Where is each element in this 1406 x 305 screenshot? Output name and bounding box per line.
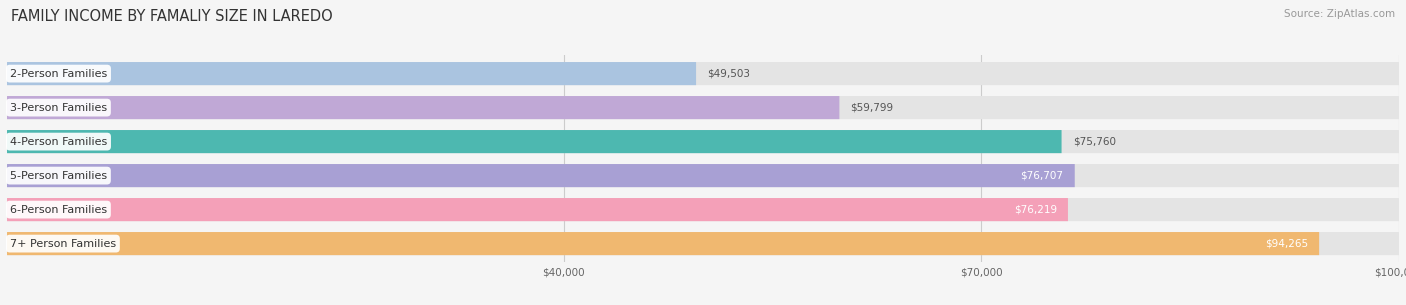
Text: $76,707: $76,707	[1021, 170, 1063, 181]
FancyBboxPatch shape	[7, 164, 1399, 187]
Text: $76,219: $76,219	[1014, 205, 1057, 215]
FancyBboxPatch shape	[7, 232, 1319, 255]
FancyBboxPatch shape	[7, 130, 1399, 153]
FancyBboxPatch shape	[7, 62, 696, 85]
Text: $59,799: $59,799	[851, 102, 894, 113]
Text: 3-Person Families: 3-Person Families	[10, 102, 107, 113]
Text: 4-Person Families: 4-Person Families	[10, 137, 107, 147]
Text: 7+ Person Families: 7+ Person Families	[10, 239, 115, 249]
Text: $49,503: $49,503	[707, 69, 751, 79]
FancyBboxPatch shape	[7, 198, 1399, 221]
Text: 5-Person Families: 5-Person Families	[10, 170, 107, 181]
Text: Source: ZipAtlas.com: Source: ZipAtlas.com	[1284, 9, 1395, 19]
Text: $75,760: $75,760	[1073, 137, 1116, 147]
Text: 2-Person Families: 2-Person Families	[10, 69, 107, 79]
Text: $94,265: $94,265	[1265, 239, 1308, 249]
FancyBboxPatch shape	[7, 96, 1399, 119]
Text: FAMILY INCOME BY FAMALIY SIZE IN LAREDO: FAMILY INCOME BY FAMALIY SIZE IN LAREDO	[11, 9, 333, 24]
Text: 6-Person Families: 6-Person Families	[10, 205, 107, 215]
FancyBboxPatch shape	[7, 96, 839, 119]
FancyBboxPatch shape	[7, 198, 1069, 221]
FancyBboxPatch shape	[7, 130, 1062, 153]
FancyBboxPatch shape	[7, 164, 1074, 187]
FancyBboxPatch shape	[7, 62, 1399, 85]
FancyBboxPatch shape	[7, 232, 1399, 255]
